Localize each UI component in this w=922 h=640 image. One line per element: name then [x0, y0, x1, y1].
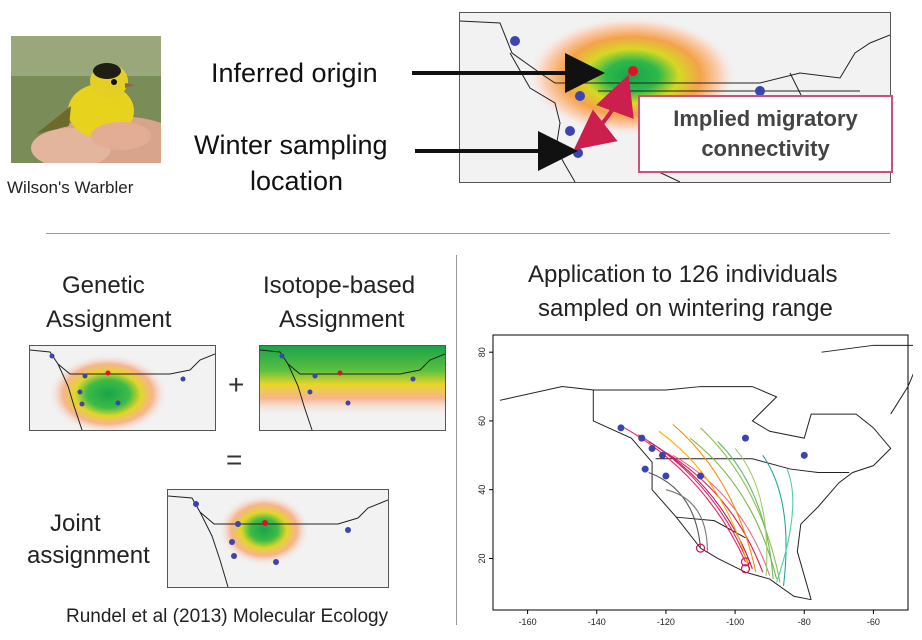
y-tick-label: 40 — [477, 485, 487, 495]
wintering-site-marker — [740, 564, 751, 574]
migration-track — [658, 430, 750, 569]
vertical-divider — [456, 255, 457, 625]
us-canada-border — [655, 458, 850, 473]
joint-label-2: assignment — [27, 542, 150, 569]
x-tick-label: -140 — [588, 617, 606, 627]
sampling-site-dot — [641, 465, 649, 473]
x-tick-label: -160 — [519, 617, 537, 627]
implied-line-1: Implied migratory — [673, 106, 858, 131]
plus-sign: + — [228, 369, 245, 400]
migration-track — [734, 448, 768, 576]
inferred-origin-label: Inferred origin — [211, 58, 378, 88]
migration-track — [672, 454, 771, 576]
citation: Rundel et al (2013) Molecular Ecology — [66, 606, 389, 627]
sampling-site-dot — [638, 434, 646, 442]
application-title: Application to 126 individuals — [528, 261, 838, 288]
x-tick-label: -100 — [726, 617, 744, 627]
west-coastline — [499, 386, 812, 601]
x-tick-label: -60 — [867, 617, 880, 627]
migration-track — [717, 441, 774, 580]
plot-frame — [492, 334, 909, 611]
winter-sampling-label-2: location — [250, 166, 344, 196]
sampling-site-dot — [658, 451, 666, 459]
migration-track — [648, 441, 753, 569]
migration-track — [700, 427, 781, 583]
x-tick-label: -80 — [798, 617, 811, 627]
isotope-label: Isotope-based — [263, 272, 416, 299]
warbler-photo — [11, 36, 161, 163]
joint-assignment-map — [167, 489, 389, 588]
greenland-outline — [821, 344, 922, 415]
genetic-label: Genetic — [62, 272, 145, 299]
sampling-site-dot — [800, 451, 808, 459]
x-tick-label: -120 — [657, 617, 675, 627]
implied-line-2: connectivity — [701, 136, 830, 161]
y-tick-label: 80 — [477, 347, 487, 357]
joint-label: Joint — [50, 510, 101, 537]
isotope-assignment-map — [259, 345, 446, 431]
implied-connectivity-box: Implied migratory connectivity — [638, 95, 893, 173]
sampling-site-dot — [648, 444, 656, 452]
sampling-site-dot — [617, 424, 625, 432]
genetic-label-2: Assignment — [46, 306, 172, 333]
wintering-site-marker — [740, 557, 751, 567]
wintering-site-marker — [695, 543, 706, 553]
migration-track — [665, 489, 708, 552]
application-title-2: sampled on wintering range — [538, 295, 833, 322]
equals-sign: = — [226, 444, 243, 475]
migration-track — [624, 427, 746, 563]
migration-track — [776, 468, 794, 583]
east-coastline — [593, 386, 892, 600]
us-mexico-border — [676, 516, 746, 539]
sampling-site-dot — [741, 434, 749, 442]
migration-track — [648, 471, 702, 549]
y-tick-label: 20 — [477, 553, 487, 563]
isotope-label-2: Assignment — [279, 306, 405, 333]
horizontal-divider — [46, 233, 890, 234]
migration-track — [637, 434, 750, 566]
migration-chart: -160 -140 -120 -100 -80 -60 20 40 60 80 — [463, 330, 922, 635]
winter-sampling-label: Winter sampling — [194, 130, 388, 160]
bird-caption: Wilson's Warbler — [7, 178, 134, 197]
sampling-site-dot — [662, 472, 670, 480]
y-tick-label: 60 — [477, 416, 487, 426]
migration-track — [672, 423, 757, 573]
genetic-assignment-map — [29, 345, 216, 431]
migration-track — [762, 454, 787, 587]
sampling-site-dot — [697, 472, 704, 480]
